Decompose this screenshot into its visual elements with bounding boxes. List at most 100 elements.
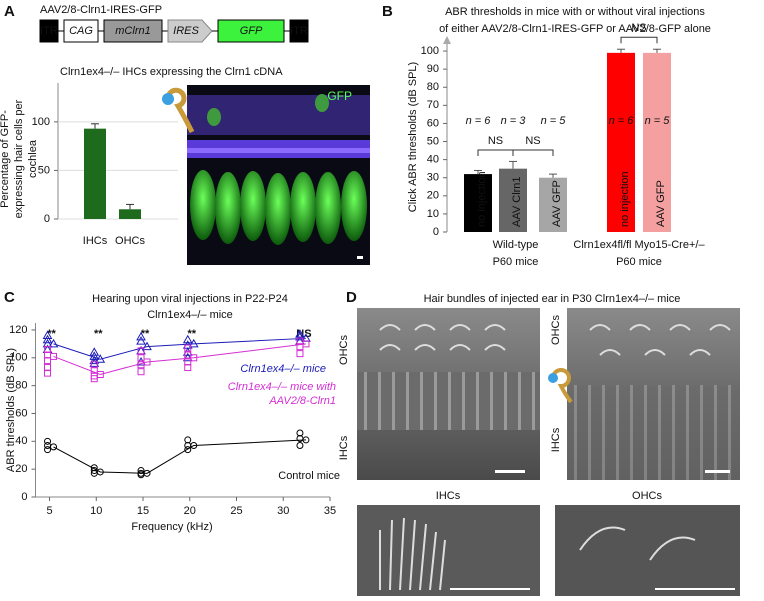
marker bbox=[137, 347, 145, 355]
series-line bbox=[53, 343, 307, 376]
region-label: IHCs bbox=[550, 427, 562, 452]
panel-label: A bbox=[4, 3, 15, 20]
marker bbox=[296, 435, 304, 443]
y-tick-label: 20 bbox=[15, 463, 27, 475]
y-tick-label: 100 bbox=[32, 116, 50, 128]
y-tick-label: 30 bbox=[427, 172, 439, 184]
bar bbox=[607, 52, 635, 232]
region-label: OHCs bbox=[550, 315, 562, 345]
marker bbox=[184, 351, 192, 359]
significance: ** bbox=[47, 328, 56, 340]
y-axis-label: Percentage of GFP-expressing hair cells … bbox=[0, 99, 39, 219]
construct-element bbox=[289, 19, 309, 43]
construct-label: GFP bbox=[240, 25, 263, 37]
construct-label: ITR bbox=[40, 25, 58, 37]
marker bbox=[296, 343, 304, 351]
marker bbox=[296, 441, 304, 449]
construct-label: mClrn1 bbox=[115, 25, 150, 37]
bar bbox=[539, 177, 567, 232]
significance: ** bbox=[94, 328, 103, 340]
y-tick-label: 0 bbox=[21, 491, 27, 503]
micrograph-a: GFP bbox=[187, 85, 370, 265]
x-axis-label: Frequency (kHz) bbox=[131, 521, 212, 533]
marker bbox=[137, 354, 145, 362]
construct-label: IRES bbox=[173, 25, 199, 37]
panel-label: B bbox=[382, 3, 393, 20]
construct-element bbox=[167, 19, 213, 43]
region-label: IHCs bbox=[436, 490, 461, 502]
legend-entry: Clrn1ex4–/– mice with AAV2/8-Clrn1 bbox=[227, 381, 336, 407]
x-tick-label: OHCs bbox=[115, 235, 145, 247]
n-label: n = 5 bbox=[541, 115, 567, 127]
cochlea-icon bbox=[162, 87, 195, 134]
significance: NS bbox=[631, 22, 646, 34]
marker bbox=[137, 471, 145, 479]
x-tick-label: 30 bbox=[277, 505, 289, 517]
marker bbox=[137, 368, 145, 376]
construct-label: CAG bbox=[69, 25, 93, 37]
n-label: n = 5 bbox=[645, 115, 671, 127]
y-tick-label: 60 bbox=[427, 117, 439, 129]
bar bbox=[84, 128, 106, 219]
series-line bbox=[53, 439, 306, 474]
bracket bbox=[620, 36, 658, 44]
y-tick-label: 120 bbox=[9, 324, 27, 336]
marker bbox=[137, 467, 145, 475]
marker bbox=[182, 352, 193, 362]
y-tick-label: 0 bbox=[433, 226, 439, 238]
bracket bbox=[477, 149, 514, 156]
marker bbox=[184, 344, 192, 352]
x-tick-label: 25 bbox=[230, 505, 242, 517]
y-tick-label: 10 bbox=[427, 208, 439, 220]
x-tick-label: 35 bbox=[324, 505, 336, 517]
n-label: n = 6 bbox=[466, 115, 492, 127]
legend-entry: Clrn1ex4–/– mice bbox=[240, 363, 326, 375]
bar-label: no injection bbox=[476, 171, 488, 227]
y-tick-label: 50 bbox=[427, 135, 439, 147]
group-subtitle: P60 mice bbox=[493, 256, 539, 268]
y-tick-label: 100 bbox=[421, 45, 439, 57]
chart-subtitle: Clrn1ex4–/– mice bbox=[147, 309, 233, 321]
sem-labels: OHCs IHCs OHCs IHCs IHCs OHCs bbox=[338, 315, 663, 502]
bar-label: AAV GFP bbox=[655, 180, 667, 227]
x-tick-label: 20 bbox=[184, 505, 196, 517]
marker bbox=[44, 369, 52, 377]
series-line bbox=[53, 337, 306, 360]
y-tick-label: 100 bbox=[9, 352, 27, 364]
y-tick-label: 50 bbox=[38, 164, 50, 176]
y-tick-label: 80 bbox=[15, 380, 27, 392]
marker bbox=[182, 334, 193, 344]
significance: NS bbox=[525, 135, 540, 147]
chart-title: Clrn1ex4–/– IHCs expressing the Clrn1 cD… bbox=[60, 66, 283, 78]
construct-title: AAV2/8-Clrn1-IRES-GFP bbox=[40, 4, 162, 16]
bar bbox=[464, 174, 492, 232]
marker bbox=[137, 361, 145, 369]
marker bbox=[42, 330, 53, 340]
marker bbox=[184, 441, 192, 449]
sem-images bbox=[357, 308, 740, 596]
marker bbox=[296, 350, 304, 358]
bar bbox=[119, 209, 141, 219]
group-label: Clrn1ex4fl/fl Myo15-Cre+/– bbox=[573, 239, 705, 251]
marker bbox=[90, 469, 98, 477]
y-tick-label: 0 bbox=[44, 213, 50, 225]
significance: ** bbox=[141, 328, 150, 340]
image-label: GFP bbox=[327, 89, 352, 103]
legend-entry: Control mice bbox=[278, 470, 340, 482]
y-tick-label: 20 bbox=[427, 190, 439, 202]
bar-label: AAV Clrn1 bbox=[511, 176, 523, 227]
significance: ** bbox=[187, 328, 196, 340]
x-tick-label: 5 bbox=[46, 505, 52, 517]
marker bbox=[142, 341, 152, 351]
y-tick-label: 40 bbox=[427, 154, 439, 166]
x-tick-label: 15 bbox=[137, 505, 149, 517]
chart-title: Hearing upon viral injections in P22-P24 bbox=[92, 293, 288, 305]
marker bbox=[89, 355, 100, 365]
marker bbox=[44, 446, 52, 454]
y-tick-label: 60 bbox=[15, 407, 27, 419]
n-label: n = 6 bbox=[609, 115, 635, 127]
marker bbox=[48, 338, 59, 348]
group-subtitle: P60 mice bbox=[616, 256, 662, 268]
panel-label: C bbox=[4, 289, 15, 306]
